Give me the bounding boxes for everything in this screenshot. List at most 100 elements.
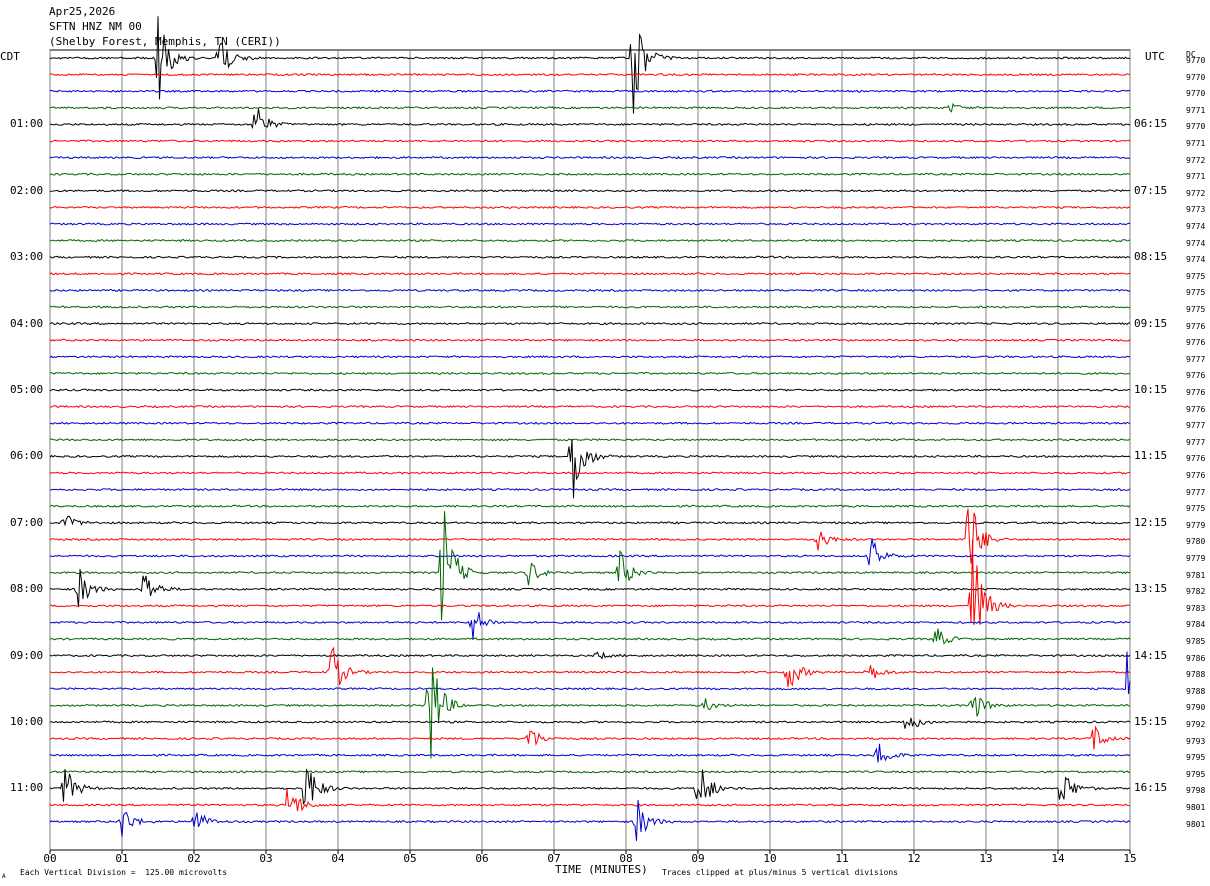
utc-hour-label: 14:15 (1134, 648, 1168, 662)
dc-value: 9792 (1186, 720, 1206, 729)
trace-row (49, 646, 1131, 688)
utc-hour-label: 09:15 (1134, 316, 1168, 330)
trace-row (49, 89, 1131, 93)
dc-value: 9775 (1186, 305, 1206, 314)
trace-row (49, 16, 1131, 114)
dc-value: 9777 (1186, 354, 1206, 364)
trace-row (49, 651, 1131, 660)
trace-row (49, 768, 1131, 805)
right-axis-label: UTC (1145, 50, 1165, 63)
trace-row (49, 569, 1131, 608)
dc-value: 9783 (1186, 603, 1206, 613)
dc-value: 9774 (1186, 238, 1206, 248)
dc-value: 9788 (1186, 686, 1206, 696)
utc-hour-label: 13:15 (1134, 582, 1168, 596)
trace-row (49, 421, 1131, 425)
utc-hour-label: 08:15 (1134, 250, 1168, 264)
trace-row (49, 743, 1131, 763)
trace-row (49, 272, 1131, 276)
utc-hour-label: 12:15 (1134, 515, 1168, 529)
dc-value: 9795 (1186, 769, 1206, 779)
trace-row (49, 338, 1131, 342)
trace-row (50, 651, 1131, 694)
x-tick-label: 12 (907, 852, 921, 865)
cdt-hour-label: 03:00 (10, 250, 44, 264)
trace-row (49, 504, 1131, 508)
trace-row (49, 438, 1131, 499)
dc-value: 9771 (1186, 105, 1206, 115)
trace-row (49, 255, 1131, 259)
dc-value: 9772 (1186, 155, 1206, 165)
trace-row (49, 222, 1131, 226)
dc-value: 9785 (1186, 637, 1206, 646)
dc-value: 9793 (1186, 736, 1206, 746)
trace-row (49, 667, 1131, 759)
dc-value: 9776 (1186, 454, 1206, 464)
dc-value: 9772 (1186, 188, 1206, 198)
vertical-division-note: Each Vertical Division = 125.00 microvol… (20, 868, 228, 877)
dc-value: 9776 (1186, 471, 1206, 480)
x-tick-label: 06 (475, 852, 489, 865)
trace-row (49, 800, 1131, 841)
utc-hour-label: 15:15 (1134, 715, 1168, 728)
x-tick-label: 11 (835, 852, 849, 865)
cdt-hour-label: 08:00 (10, 582, 44, 596)
cdt-hour-label: 11:00 (10, 781, 44, 795)
dc-value: 9777 (1186, 437, 1206, 447)
trace-row (49, 628, 1131, 645)
dc-value: 9781 (1186, 570, 1206, 580)
x-axis-title: TIME (MINUTES) (555, 863, 648, 876)
x-tick-label: 07 (547, 852, 561, 865)
x-tick-label: 14 (1051, 852, 1065, 865)
dc-value: 9801 (1186, 819, 1206, 829)
trace-row (49, 471, 1130, 475)
trace-row (49, 511, 1131, 621)
trace-row (49, 515, 1131, 527)
x-tick-label: 04 (331, 852, 345, 865)
station-name: SFTN HNZ NM 00 (49, 20, 142, 33)
trace-row (49, 322, 1131, 326)
trace-row (49, 73, 1131, 77)
x-tick-label: 03 (259, 852, 273, 865)
trace-row (49, 102, 1131, 113)
utc-hour-label: 11:15 (1134, 449, 1168, 463)
dc-value: 9771 (1186, 172, 1206, 182)
trace-row (49, 725, 1131, 750)
x-tick-label: 15 (1123, 852, 1137, 865)
utc-hour-label: 07:15 (1134, 183, 1168, 197)
x-tick-label: 08 (619, 852, 633, 865)
trace-row (49, 388, 1131, 392)
trace-row (49, 155, 1131, 160)
trace-row (49, 189, 1131, 193)
dc-value: 9770 (1186, 72, 1206, 82)
trace-row (49, 788, 1131, 812)
plot-frame (49, 49, 1131, 851)
trace-row (49, 538, 1131, 566)
dc-value: 9774 (1186, 255, 1206, 265)
cdt-hour-label: 10:00 (10, 715, 44, 728)
cdt-hour-label: 09:00 (10, 648, 44, 662)
utc-hour-label: 10:15 (1134, 383, 1168, 396)
plot-date: Apr25,2026 (49, 5, 116, 18)
trace-row (49, 612, 1131, 640)
trace-row (49, 288, 1131, 293)
dc-label: DC (1186, 50, 1196, 59)
trace-row (49, 108, 1131, 130)
cdt-hour-label: 07:00 (10, 515, 44, 529)
trace-row (49, 139, 1131, 143)
dc-value: 9776 (1186, 371, 1206, 381)
dc-value: 9773 (1186, 205, 1206, 215)
cdt-hour-label: 06:00 (10, 449, 44, 463)
trace-row (49, 404, 1131, 409)
dc-value: 9782 (1186, 587, 1206, 597)
dc-value: 9777 (1186, 487, 1206, 497)
x-tick-label: 05 (403, 852, 417, 865)
utc-hour-label: 16:15 (1134, 781, 1168, 795)
dc-value: 9775 (1186, 271, 1206, 281)
trace-row (49, 355, 1131, 359)
dc-value: 9779 (1186, 520, 1206, 530)
dc-value: 9784 (1186, 620, 1206, 630)
dc-value: 9774 (1186, 222, 1206, 231)
dc-value: 9801 (1186, 803, 1206, 812)
